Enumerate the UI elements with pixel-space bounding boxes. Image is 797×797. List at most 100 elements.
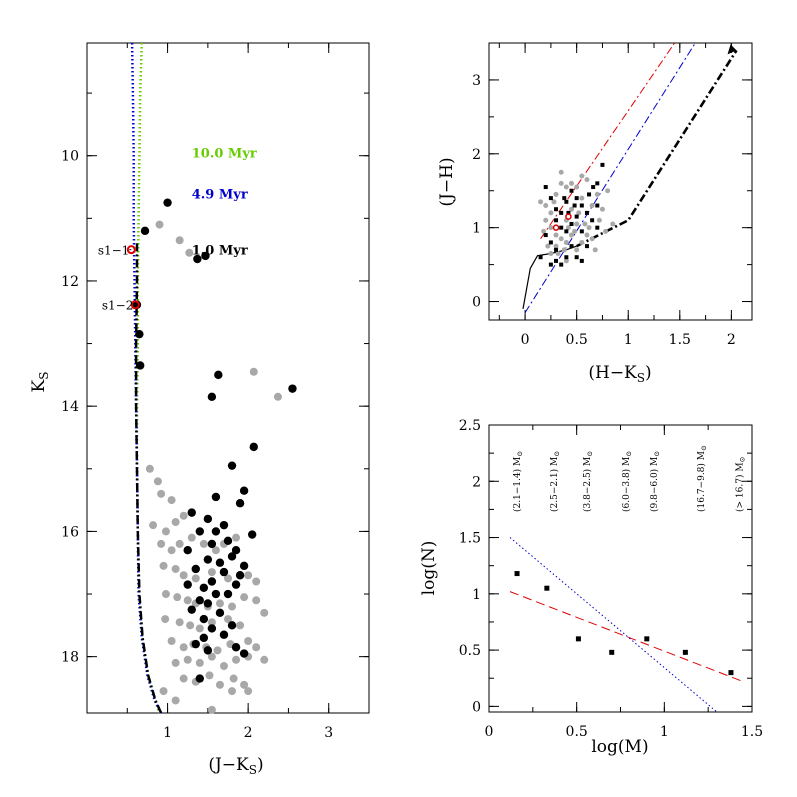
isochrone-label: 10.0 Myr <box>192 147 257 162</box>
ccd-gray-point <box>565 225 571 231</box>
ccd-ylabel: (J−H) <box>437 157 457 206</box>
cmd-black-point <box>207 577 217 586</box>
ccd-gray-point <box>576 210 582 216</box>
mf-ylabel: log(N) <box>419 541 439 596</box>
cmd-red-marker <box>126 245 136 255</box>
ccd-black-point <box>579 203 584 208</box>
ccd-gray-point <box>563 258 569 264</box>
mf-ticks: 0 0.5 1 1.5 0 0.5 1 1.5 2 2.5 <box>459 418 763 740</box>
cmd-gray-point <box>183 655 192 664</box>
cmd-gray-point <box>205 671 214 680</box>
cmd-black-point <box>199 633 209 643</box>
cmd-black-point <box>227 461 237 470</box>
cmd-black-point <box>187 605 196 614</box>
cmd-black-point <box>135 361 145 370</box>
cmd-frame <box>86 42 370 714</box>
cmd-gray-point <box>167 546 176 555</box>
cmd-black-point <box>207 624 217 633</box>
mass-bin-label: (16.7−9.8) M⊙ <box>696 445 708 512</box>
cmd-gray-point <box>157 539 166 548</box>
cmd-gray-point <box>213 646 222 655</box>
cmd-black-point <box>203 514 213 524</box>
ccd-black-point <box>548 196 553 201</box>
cmd-black-point <box>219 520 229 530</box>
cmd-gray-point <box>249 367 258 376</box>
ccd-gray-point <box>569 206 575 212</box>
ccd-black-point <box>559 210 564 215</box>
mf-ytick-label: 2 <box>472 474 481 490</box>
ccd-black-point <box>579 229 584 234</box>
ccd-xlabel: (H−KS) <box>588 363 651 385</box>
dwarf-locus <box>522 245 577 310</box>
ccd-gray-point <box>572 228 578 234</box>
mass-bin-label: (6.0−3.8) M⊙ <box>621 451 633 512</box>
isochrone-2 <box>134 243 163 714</box>
star-label: s1−2 <box>102 299 133 313</box>
cmd-black-point <box>214 370 223 380</box>
mf-xtick-label: 0 <box>485 724 494 740</box>
mass-bin-label: (2.5−2.1) M⊙ <box>549 451 561 512</box>
cmd-gray-point <box>171 518 180 527</box>
ccd-gray-point <box>551 199 557 205</box>
ccd-gray-point <box>579 239 585 245</box>
ccd-black-point <box>543 185 548 190</box>
cmd-gray-point <box>145 464 154 473</box>
mf-point <box>644 636 650 642</box>
ccd-gray-point <box>553 243 559 249</box>
mf-point <box>728 670 734 676</box>
cmd-black-point <box>193 254 202 264</box>
cmd-gray-point <box>175 618 184 627</box>
ccd-gray-point <box>563 184 569 190</box>
cmd-black-point <box>203 599 213 608</box>
mf-ytick-label: 0 <box>472 699 481 715</box>
ccd-ytick-label: 3 <box>472 73 481 89</box>
ccd-red-marker <box>552 224 560 231</box>
cmd-black-point <box>239 486 249 495</box>
ccd-gray-point <box>603 228 609 234</box>
cmd-gray-point <box>186 621 195 630</box>
cmd-gray-point <box>207 568 216 577</box>
ccd-black-point <box>559 262 564 267</box>
ccd-black-point <box>595 203 600 208</box>
cmd-black-point <box>191 564 200 574</box>
ccd-points <box>538 162 616 267</box>
cmd-points <box>126 198 297 714</box>
mf-fit-lines <box>509 537 744 713</box>
star-label: s1−1 <box>98 244 129 258</box>
cmd-black-point <box>207 392 217 401</box>
cmd-black-point <box>195 674 204 683</box>
mf-points <box>514 571 734 676</box>
cmd-black-point <box>199 614 209 624</box>
cmd-xlabel: (J−KS) <box>208 755 263 777</box>
ccd-black-point <box>591 185 596 190</box>
cmd-gray-point <box>161 590 170 599</box>
cmd-gray-point <box>149 521 158 530</box>
mf-point <box>544 585 550 591</box>
cmd-red-marker <box>130 300 140 310</box>
ccd-gray-point <box>555 251 561 257</box>
cmd-gray-point <box>207 705 216 714</box>
cmd-gray-point <box>228 687 237 696</box>
ccd-ytick-label: 1 <box>472 221 481 237</box>
cmd-gray-point <box>199 539 208 548</box>
cmd-black-point <box>183 545 192 555</box>
mf-ytick-label: 1.5 <box>459 531 481 547</box>
cmd-ytick-label: 18 <box>61 650 79 666</box>
cmd-black-point <box>211 589 221 599</box>
cmd-gray-point <box>159 687 168 696</box>
ccd-gray-point <box>599 206 605 212</box>
cmd-black-point <box>223 589 233 599</box>
mf-panel: 0 0.5 1 1.5 0 0.5 1 1.5 2 2.5 (2.1−1.4) M⊙ (2.5−2.… <box>419 418 763 757</box>
ccd-black-point <box>569 244 574 249</box>
fit-line-0 <box>509 591 744 683</box>
cmd-gray-point <box>215 680 224 689</box>
cmd-black-point <box>183 580 192 589</box>
cmd-gray-point <box>173 593 182 602</box>
cmd-black-point <box>227 552 237 561</box>
ccd-gray-point <box>582 221 588 227</box>
mass-bin-label: (2.1−1.4) M⊙ <box>512 451 524 512</box>
ccd-frame <box>488 42 753 321</box>
ccd-gray-point <box>574 184 580 190</box>
ccd-black-point <box>590 218 595 223</box>
ccd-gray-point <box>538 199 544 205</box>
